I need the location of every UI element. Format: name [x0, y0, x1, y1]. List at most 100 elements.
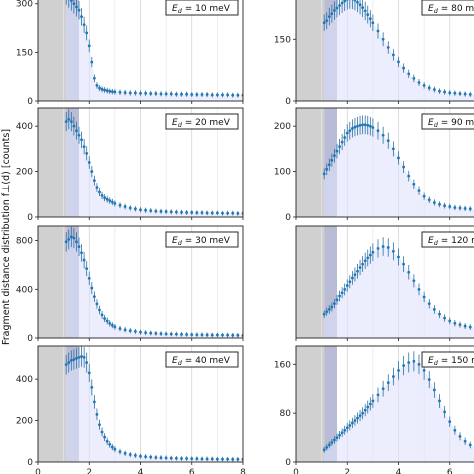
data-point — [325, 310, 329, 314]
distribution-fill — [324, 124, 474, 217]
data-point — [333, 438, 336, 442]
data-point — [100, 87, 104, 91]
data-point — [174, 92, 178, 96]
data-point — [75, 5, 78, 9]
data-point — [427, 302, 431, 306]
data-point — [468, 207, 472, 211]
data-point — [361, 123, 365, 127]
data-point — [448, 420, 452, 424]
data-point — [128, 329, 132, 333]
data-point — [210, 93, 214, 97]
data-point — [87, 371, 91, 375]
data-point — [422, 83, 426, 87]
data-point — [215, 457, 219, 461]
data-point — [345, 284, 349, 287]
data-point — [412, 76, 416, 80]
legend-box — [165, 231, 239, 248]
data-point — [123, 205, 127, 208]
data-point — [85, 361, 89, 364]
data-point — [87, 44, 91, 48]
data-point — [87, 161, 91, 164]
distribution-fill — [324, 361, 474, 462]
data-point — [149, 455, 153, 459]
data-point — [327, 15, 331, 19]
y-tick-label: 300 — [16, 0, 33, 10]
distribution-fill — [66, 119, 243, 217]
data-point — [361, 262, 365, 266]
data-point — [105, 89, 109, 93]
data-point — [325, 167, 329, 171]
data-point — [376, 29, 380, 33]
data-point — [376, 247, 380, 250]
data-point — [118, 327, 122, 330]
excluded-region — [296, 226, 325, 338]
data-point — [236, 457, 240, 461]
y-tick-label: 800 — [16, 237, 33, 247]
excluded-region — [38, 346, 67, 462]
data-point — [348, 129, 352, 133]
data-point — [432, 388, 436, 392]
data-point — [195, 93, 199, 96]
data-point — [159, 92, 163, 96]
data-point — [77, 8, 81, 12]
x-tick-label: 4 — [138, 468, 144, 474]
data-point — [363, 259, 367, 263]
data-point — [69, 0, 73, 2]
data-point — [386, 46, 390, 49]
data-point — [82, 258, 86, 262]
data-point — [381, 245, 385, 248]
data-point — [322, 21, 326, 25]
data-point — [128, 453, 132, 456]
excluded-region — [296, 0, 325, 101]
panel-7: 0 200 400 0 2 4 6 8 Ed = 40 meV — [16, 345, 246, 474]
data-point — [205, 333, 209, 337]
data-point — [118, 203, 122, 207]
data-point — [85, 267, 89, 271]
data-point — [417, 362, 421, 366]
data-point — [412, 279, 416, 283]
data-point — [69, 359, 73, 362]
panel-4: 0 100 200 Ed = 90 meV — [274, 107, 474, 223]
data-point — [144, 91, 148, 95]
y-tick-label: 100 — [274, 168, 291, 178]
data-point — [221, 333, 224, 337]
data-point — [144, 455, 148, 459]
data-point — [215, 93, 219, 97]
data-point — [443, 410, 447, 414]
data-point — [159, 209, 163, 213]
data-point — [397, 255, 400, 259]
y-tick-label: 200 — [16, 168, 33, 178]
data-point — [463, 206, 467, 210]
data-point — [200, 93, 204, 96]
data-point — [123, 91, 127, 94]
data-point — [333, 302, 336, 306]
data-point — [72, 358, 76, 361]
data-point — [422, 194, 426, 198]
data-point — [95, 302, 99, 306]
data-point — [64, 240, 68, 244]
data-point — [185, 92, 189, 96]
data-point — [149, 92, 153, 95]
data-point — [368, 17, 372, 21]
data-point — [80, 354, 83, 358]
data-point — [64, 363, 68, 367]
data-point — [108, 89, 112, 93]
data-point — [368, 402, 372, 406]
data-point — [391, 53, 395, 57]
data-point — [105, 319, 109, 323]
data-point — [139, 454, 142, 458]
data-point — [325, 445, 329, 449]
data-point — [77, 355, 81, 359]
data-point — [90, 286, 94, 290]
data-point — [72, 2, 76, 6]
data-point — [325, 19, 329, 23]
data-point — [164, 332, 168, 336]
excluded-region — [38, 108, 67, 217]
y-tick-label: 200 — [16, 417, 33, 427]
data-point — [80, 138, 83, 142]
x-tick-label: 4 — [396, 468, 402, 474]
data-point — [422, 369, 426, 372]
data-point — [80, 251, 83, 255]
data-point — [90, 60, 94, 64]
